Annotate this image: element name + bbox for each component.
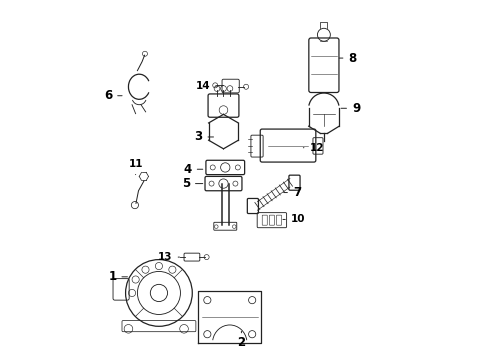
Text: 1: 1: [108, 270, 127, 283]
Text: 7: 7: [284, 186, 301, 199]
Text: 3: 3: [195, 130, 214, 144]
Text: 4: 4: [183, 163, 203, 176]
Text: 2: 2: [237, 331, 245, 348]
Text: 14: 14: [196, 81, 218, 91]
Text: 10: 10: [283, 215, 305, 224]
Text: 5: 5: [182, 177, 203, 190]
Text: 8: 8: [339, 51, 357, 64]
Text: 11: 11: [128, 159, 143, 175]
Text: 13: 13: [158, 252, 179, 262]
Text: 12: 12: [303, 143, 324, 153]
Text: 9: 9: [341, 102, 360, 115]
Text: 6: 6: [104, 89, 122, 102]
